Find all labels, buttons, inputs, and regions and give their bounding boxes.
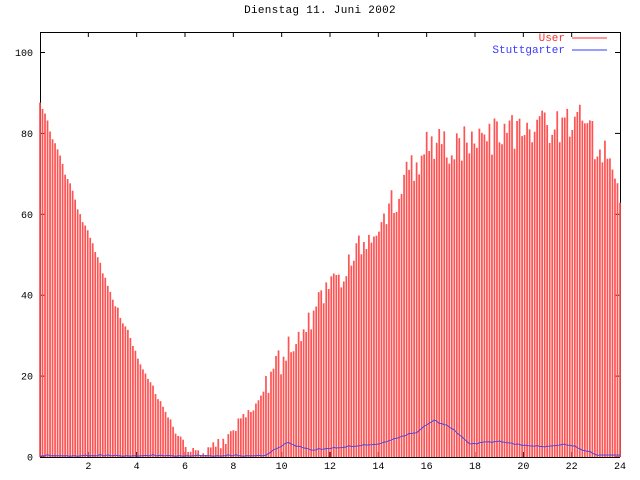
svg-text:24: 24 xyxy=(614,462,626,473)
svg-text:8: 8 xyxy=(230,462,236,473)
svg-text:22: 22 xyxy=(566,462,578,473)
svg-text:2: 2 xyxy=(85,462,91,473)
svg-text:18: 18 xyxy=(469,462,481,473)
svg-text:User: User xyxy=(539,33,565,45)
svg-text:100: 100 xyxy=(15,49,33,60)
svg-text:Stuttgarter: Stuttgarter xyxy=(492,45,565,57)
svg-text:6: 6 xyxy=(182,462,188,473)
svg-text:80: 80 xyxy=(21,130,33,141)
svg-text:20: 20 xyxy=(21,373,33,384)
svg-text:12: 12 xyxy=(324,462,336,473)
svg-text:16: 16 xyxy=(421,462,433,473)
svg-text:40: 40 xyxy=(21,292,33,303)
svg-text:14: 14 xyxy=(372,462,384,473)
svg-text:20: 20 xyxy=(517,462,529,473)
svg-text:0: 0 xyxy=(27,454,33,465)
svg-text:4: 4 xyxy=(134,462,140,473)
svg-text:60: 60 xyxy=(21,211,33,222)
svg-text:10: 10 xyxy=(276,462,288,473)
